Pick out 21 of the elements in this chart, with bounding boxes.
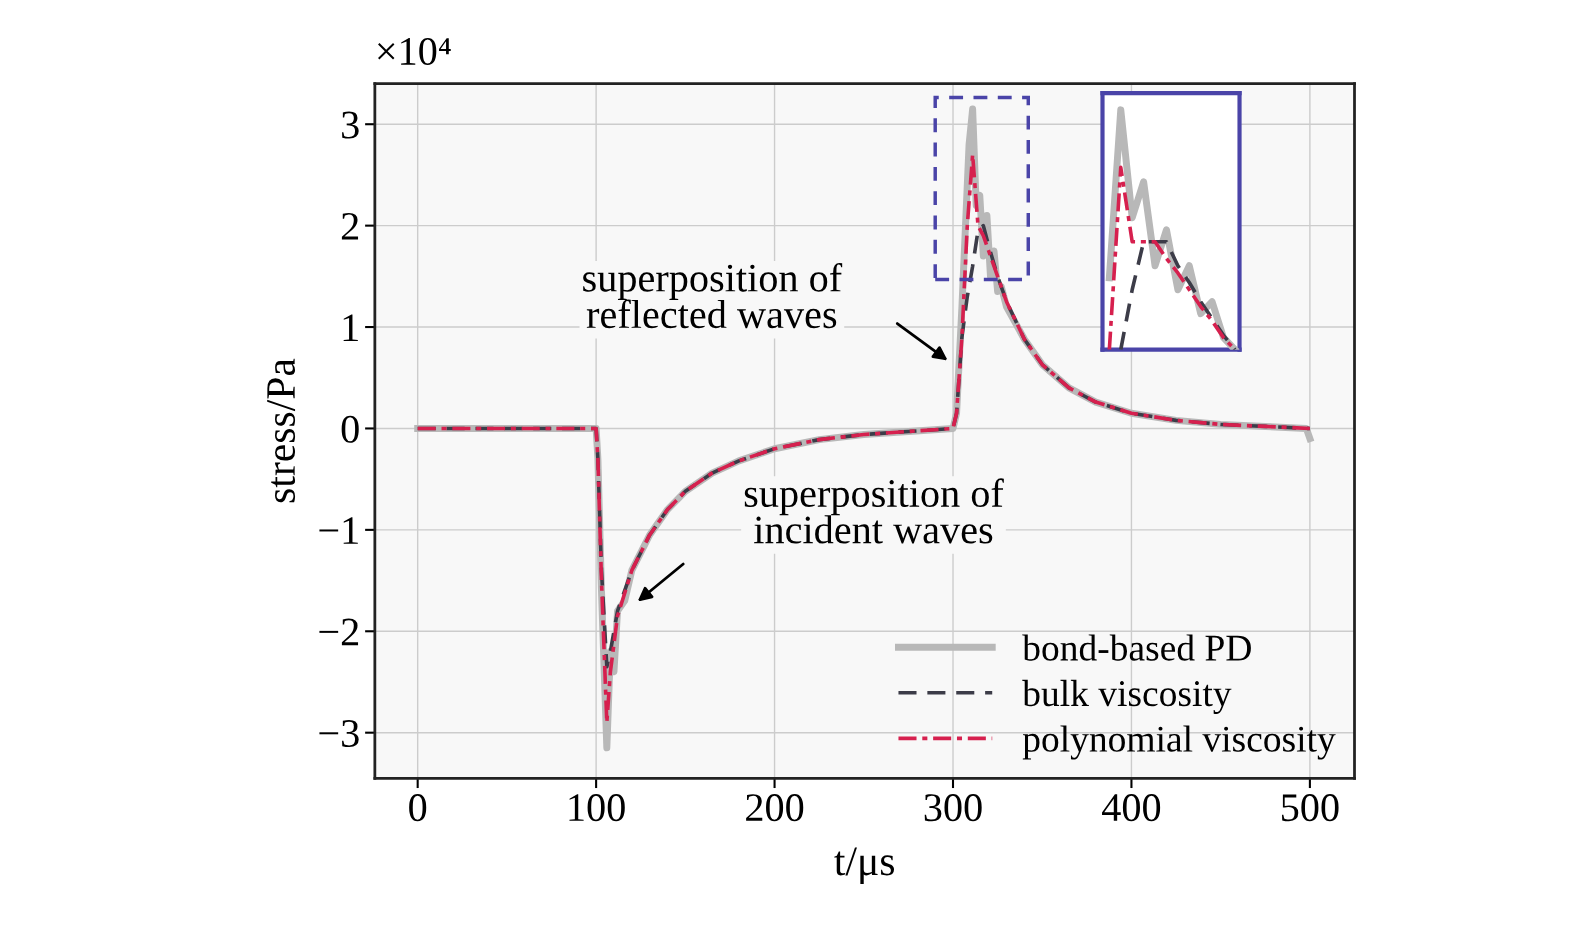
y-tick-label: 0: [341, 415, 359, 443]
x-tick-label: 400: [1102, 794, 1161, 822]
y-tick-label: 2: [341, 212, 359, 240]
x-tick-label: 0: [409, 794, 427, 822]
y-tick-label: −1: [319, 517, 358, 544]
x-tick-label: 200: [746, 794, 804, 822]
legend-label: bond-based PD: [1022, 634, 1251, 661]
legend-label: bulk viscosity: [1022, 679, 1232, 714]
y-axis-title: stress/Pa: [267, 358, 296, 503]
annotation: superposition of incident waves: [744, 478, 1004, 544]
legend-label: polynomial viscosity: [1022, 725, 1336, 760]
x-axis-title: t/μs: [834, 847, 895, 884]
x-tick-label: 100: [569, 794, 625, 822]
text: ×10⁴: [378, 37, 451, 66]
x-tick-label: 500: [1282, 794, 1339, 822]
y-tick-label: −3: [319, 719, 359, 748]
y-tick-label: 1: [343, 314, 358, 342]
y-tick-label: −2: [319, 618, 359, 646]
x-tick-label: 300: [924, 794, 982, 822]
y-tick-label: 3: [342, 111, 359, 139]
annotation: superposition of reflected waves: [583, 262, 843, 329]
